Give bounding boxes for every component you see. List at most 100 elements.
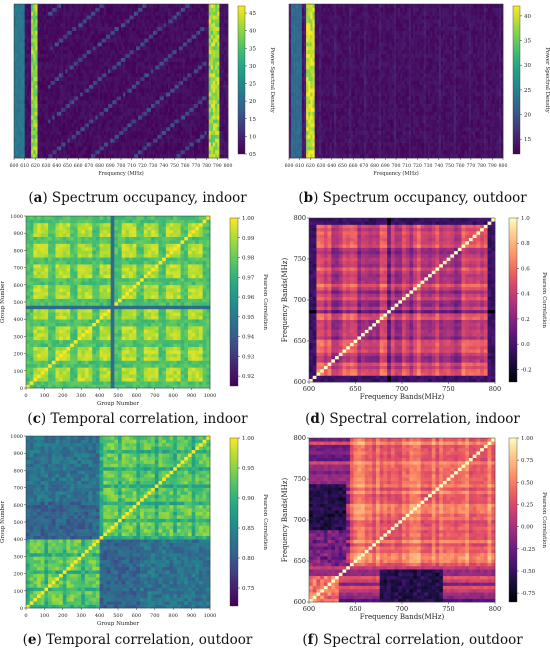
- heatmap-cell: [46, 7, 49, 12]
- heatmap-cell: [101, 46, 105, 51]
- heatmap-cell: [312, 107, 315, 113]
- heatmap-cell: [323, 150, 326, 155]
- heatmap-cell: [161, 23, 165, 28]
- heatmap-cell: [155, 96, 158, 101]
- heatmap-cell: [54, 107, 58, 113]
- heatmap-cell: [312, 127, 315, 132]
- heatmap-cell: [84, 4, 88, 9]
- heatmap-cell: [121, 73, 124, 78]
- heatmap-cell: [172, 100, 175, 105]
- heatmap-cell: [50, 131, 53, 136]
- heatmap-cell: [189, 131, 192, 136]
- heatmap-cell: [187, 57, 190, 63]
- heatmap-cell: [221, 119, 225, 124]
- heatmap-cell: [314, 50, 318, 55]
- heatmap-cell: [336, 38, 339, 43]
- heatmap-cell: [84, 142, 88, 147]
- heatmap-cell: [80, 23, 83, 28]
- heatmap-cell: [185, 100, 188, 105]
- heatmap-cell: [18, 50, 21, 55]
- heatmap-cell: [312, 123, 315, 128]
- heatmap-cell: [215, 104, 218, 109]
- heatmap-cell: [18, 127, 21, 132]
- heatmap-cell: [108, 142, 111, 147]
- heatmap-cell: [101, 65, 105, 70]
- heatmap-cell: [310, 50, 313, 55]
- heatmap-cell: [67, 77, 70, 82]
- heatmap-cell: [140, 104, 143, 109]
- heatmap-cell: [333, 77, 337, 82]
- heatmap-cell: [65, 142, 68, 147]
- heatmap-cell: [48, 100, 51, 105]
- heatmap-cell: [223, 30, 227, 36]
- heatmap-cell: [185, 104, 188, 109]
- heatmap-cell: [69, 27, 73, 32]
- heatmap-cell: [56, 127, 60, 132]
- heatmap-cell: [14, 73, 17, 78]
- heatmap-cell: [310, 27, 313, 32]
- heatmap-cell: [35, 77, 38, 82]
- heatmap-cell: [323, 92, 326, 97]
- heatmap-cell: [161, 65, 165, 70]
- heatmap-cell: [103, 131, 107, 136]
- heatmap-cell: [118, 57, 122, 63]
- heatmap-cell: [148, 119, 152, 124]
- heatmap-cell: [301, 138, 305, 143]
- heatmap-cell: [161, 61, 165, 66]
- heatmap-cell: [43, 4, 47, 9]
- heatmap-cell: [125, 73, 128, 78]
- heatmap-cell: [318, 88, 322, 93]
- heatmap-cell: [219, 115, 222, 120]
- heatmap-cell: [316, 57, 320, 63]
- heatmap-cell: [291, 38, 294, 43]
- heatmap-cell: [170, 46, 173, 51]
- heatmap-cell: [110, 4, 113, 9]
- heatmap-cell: [183, 84, 186, 89]
- heatmap-cell: [116, 84, 120, 89]
- heatmap-cell: [215, 123, 218, 128]
- heatmap-cell: [35, 96, 38, 101]
- heatmap-cell: [103, 38, 107, 43]
- heatmap-cell: [312, 50, 315, 55]
- heatmap-cell: [48, 50, 51, 55]
- heatmap-cell: [312, 111, 315, 116]
- heatmap-cell: [193, 111, 197, 116]
- heatmap-cell: [146, 11, 150, 16]
- heatmap-cell: [39, 69, 43, 74]
- heatmap-cell: [82, 23, 85, 28]
- heatmap-cell: [95, 92, 98, 97]
- heatmap-cell: [26, 146, 30, 151]
- heatmap-cell: [206, 38, 210, 43]
- heatmap-cell: [157, 88, 160, 93]
- heatmap-cell: [198, 50, 201, 55]
- heatmap-cell: [297, 50, 300, 55]
- heatmap-cell: [37, 65, 40, 70]
- heatmap-cell: [144, 42, 147, 47]
- heatmap-cell: [43, 42, 47, 47]
- heatmap-cell: [308, 57, 311, 63]
- heatmap-cell: [303, 138, 307, 143]
- heatmap-cell: [144, 150, 147, 155]
- heatmap-cell: [308, 69, 311, 74]
- heatmap-cell: [204, 77, 207, 82]
- heatmap-cell: [127, 65, 130, 70]
- heatmap-cell: [202, 38, 205, 43]
- heatmap-cell: [159, 138, 162, 143]
- heatmap-cell: [191, 54, 195, 59]
- heatmap-cell: [163, 11, 167, 16]
- heatmap-cell: [106, 127, 109, 132]
- heatmap-cell: [69, 100, 73, 105]
- heatmap-cell: [125, 42, 128, 47]
- heatmap-cell: [20, 73, 23, 78]
- heatmap-cell: [18, 30, 21, 36]
- heatmap-cell: [185, 154, 188, 159]
- heatmap-cell: [103, 69, 107, 74]
- heatmap-cell: [299, 61, 303, 66]
- heatmap-cell: [225, 107, 229, 113]
- heatmap-cell: [293, 77, 296, 82]
- heatmap-cell: [321, 27, 324, 32]
- heatmap-cell: [150, 65, 154, 70]
- heatmap-cell: [318, 34, 322, 39]
- heatmap-cell: [65, 61, 68, 66]
- heatmap-cell: [178, 38, 182, 43]
